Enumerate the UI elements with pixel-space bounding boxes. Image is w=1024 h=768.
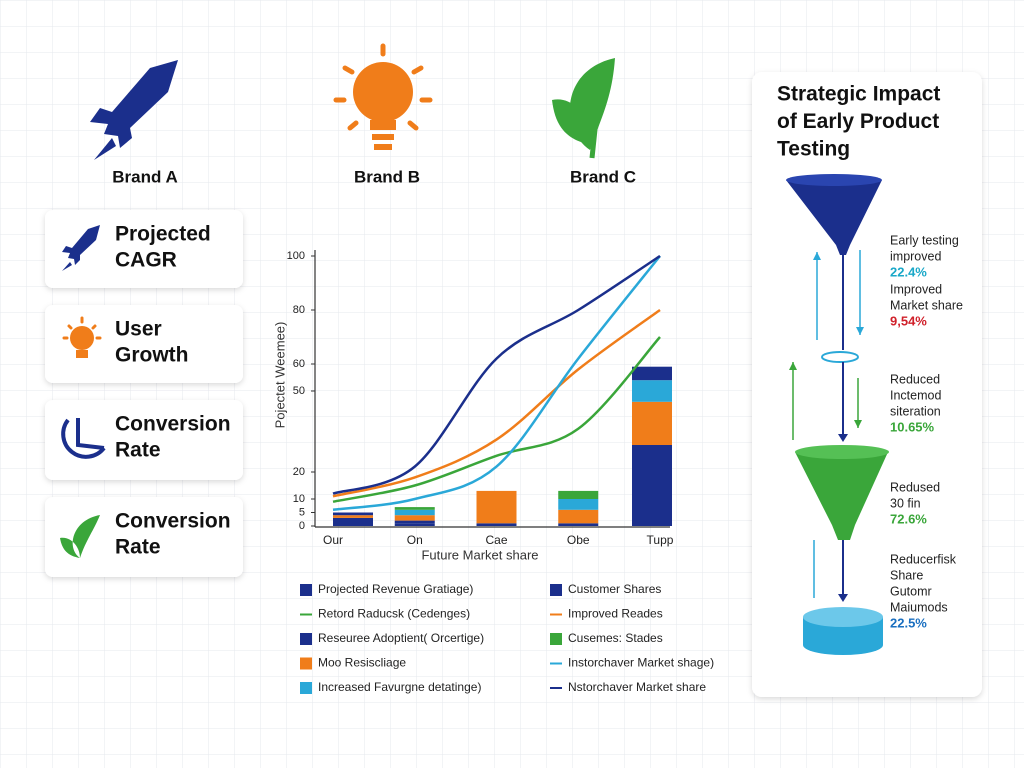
bar-segment [394, 507, 435, 510]
bar-segment [558, 490, 599, 499]
impact-text: Redused [890, 480, 940, 494]
legend-swatch [300, 657, 312, 670]
series-line [332, 336, 661, 503]
funnel-diagram [786, 174, 889, 655]
x-tick-label: Tupp [647, 533, 674, 547]
impact-value: 22.4% [890, 264, 927, 279]
brand-label: Brand B [354, 167, 420, 186]
impact-value: 10.65% [890, 419, 935, 434]
impact-text: Gutomr [890, 584, 932, 598]
bar-segment [394, 509, 435, 516]
metric-card [45, 400, 243, 480]
rocket-small-icon [62, 225, 100, 271]
bar-segment [558, 499, 599, 510]
metric-label: Conversion [115, 510, 231, 533]
legend-swatch [550, 633, 562, 645]
bar-segment [394, 523, 435, 526]
metric-card [45, 305, 243, 383]
y-tick-label: 10 [293, 493, 305, 505]
impact-text: Early testing [890, 233, 959, 247]
y-tick-label: 50 [293, 385, 305, 397]
impact-text: Reduced [890, 372, 940, 386]
y-tick-label: 100 [287, 250, 305, 262]
series-line [332, 254, 661, 495]
gauge-icon [61, 418, 106, 459]
legend-label: Reseuree Adoptient( Orcertige) [318, 631, 484, 645]
impact-text: Share [890, 568, 923, 582]
legend-label: Customer Shares [568, 582, 661, 596]
legend-label: Instorchaver Market shage) [568, 656, 714, 670]
brand-label: Brand C [570, 167, 636, 186]
impact-text: Maiumods [890, 600, 948, 614]
legend-label: Improved Reades [568, 607, 663, 621]
bar-segment [476, 523, 517, 526]
leaf-icon [552, 58, 615, 159]
bulb-small-icon [62, 316, 102, 358]
impact-panel [752, 72, 982, 697]
impact-text: Market share [890, 298, 963, 312]
legend-swatch [550, 584, 562, 596]
impact-value: 72.6% [890, 511, 927, 526]
legend-label: Nstorchaver Market share [568, 680, 706, 694]
panel-title: Testing [777, 138, 850, 161]
bar-segment [333, 512, 373, 516]
metric-label: CAGR [115, 249, 177, 272]
legend-label: Cusemes: Stades [568, 631, 663, 645]
bar-segment [632, 366, 672, 381]
x-tick-label: On [407, 533, 423, 547]
impact-text: 30 fin [890, 496, 921, 510]
bar-segment [632, 472, 672, 526]
metric-label: Rate [115, 439, 161, 462]
leaf-small-icon [60, 515, 100, 558]
metric-label: Conversion [115, 413, 231, 436]
x-axis-title: Future Market share [421, 547, 538, 562]
series-line [332, 255, 661, 512]
x-tick-label: Our [323, 533, 343, 547]
bar-segment [333, 517, 373, 526]
bar-segment [333, 515, 373, 518]
bar-segment [558, 509, 599, 524]
bar-segment [394, 520, 435, 524]
bar-segment [632, 445, 672, 472]
impact-text: improved [890, 249, 941, 263]
panel-title: of Early Product [777, 110, 939, 133]
impact-text: siteration [890, 404, 941, 418]
impact-text: Reducerfisk [890, 552, 957, 566]
series-line [332, 308, 661, 498]
bar-segment [558, 523, 599, 526]
legend-swatch [300, 584, 312, 596]
metric-label: Growth [115, 344, 189, 367]
brand-label: Brand A [112, 167, 178, 186]
bar-segment [632, 401, 672, 445]
bar-segment [476, 490, 517, 524]
legend-swatch [300, 682, 312, 694]
metric-label: User [115, 318, 162, 341]
y-tick-label: 80 [293, 304, 305, 316]
metric-label: Projected [115, 223, 211, 246]
rocket-icon [90, 60, 178, 160]
legend-label: Retord Raducsk (Cedenges) [318, 607, 470, 621]
x-tick-label: Obe [567, 533, 590, 547]
y-tick-label: 0 [299, 520, 305, 532]
y-axis-title: Pojectet Weemee) [272, 322, 287, 429]
legend-swatch [300, 633, 312, 645]
bar-segment [632, 380, 672, 402]
impact-value: 9,54% [890, 313, 927, 328]
y-tick-label: 60 [293, 358, 305, 370]
legend-label: Projected Revenue Gratiage) [318, 582, 473, 596]
bar-segment [394, 515, 435, 521]
impact-text: Inctemod [890, 388, 941, 402]
metric-label: Rate [115, 536, 161, 559]
y-tick-label: 20 [293, 466, 305, 478]
panel-title: Strategic Impact [777, 83, 940, 106]
legend-label: Moo Resiscliage [318, 656, 406, 670]
bulb-icon [333, 43, 433, 150]
impact-value: 22.5% [890, 615, 927, 630]
impact-text: Improved [890, 282, 942, 296]
x-tick-label: Cae [485, 533, 507, 547]
legend-label: Increased Favurgne detatinge) [318, 680, 481, 694]
y-tick-label: 5 [299, 506, 305, 518]
